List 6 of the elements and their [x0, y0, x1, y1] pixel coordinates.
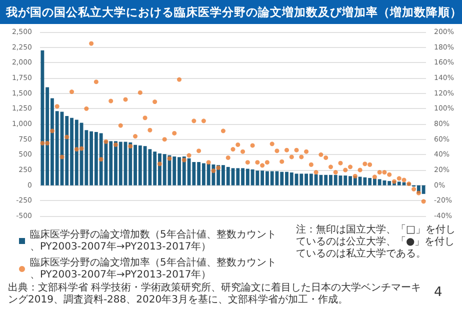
- text: 注：無印は国立大学、「□」を付しているのは公立大学、「●」を付しているのは私立大学である。: [296, 224, 456, 260]
- legend-label: 臨床医学分野の論文増加数（5年合計値、整数カウント、PY2003-2007年→PY2013-2017年）: [30, 228, 276, 252]
- text: 4: [434, 285, 442, 300]
- legend-label: 臨床医学分野の論文増加率（5年合計値、整数カウント、PY2003-2007年→PY2013-2017年）: [30, 256, 276, 280]
- chart-title: 我が国の国公私立大学における臨床医学分野の論文増加数及び増加率（増加数降順）: [0, 0, 462, 24]
- source-note: 出典：文部科学省 科学技術・学術政策研究所、研究論文に着目した日本の大学ベンチマーキング2019、調査資料-288、2020年3月を基に、文部科学省が加工・作成。: [8, 282, 422, 306]
